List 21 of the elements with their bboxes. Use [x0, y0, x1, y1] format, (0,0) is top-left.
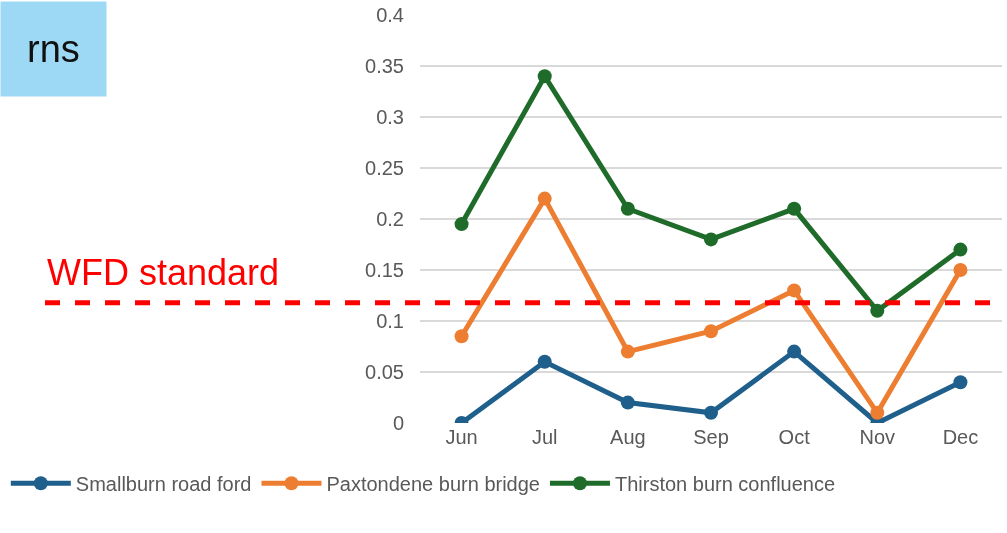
x-tick-label: Dec [942, 426, 979, 448]
ref-line-label: WFD standard [47, 252, 280, 293]
y-tick-label: 0.1 [376, 310, 404, 332]
x-tick-label: Jun [445, 426, 478, 448]
y-tick-label: 0.15 [365, 259, 404, 281]
y-tick-label: 0.25 [365, 157, 404, 179]
y-tick-label: 0.4 [376, 4, 404, 26]
legend-label: Smallburn road ford [75, 473, 252, 496]
y-tick-label: 0.3 [376, 106, 404, 128]
y-tick-label: 0.35 [365, 55, 404, 77]
x-tick-label: Oct [778, 426, 811, 448]
legend-label: Thirston burn confluence [614, 473, 836, 496]
x-tick-label: Jul [531, 426, 558, 448]
x-tick-label: Aug [610, 426, 646, 448]
legend-label: Paxtondene burn bridge [326, 473, 540, 496]
y-tick-label: 0 [392, 412, 404, 434]
y-tick-label: 0.05 [365, 361, 404, 383]
text: rns [27, 28, 80, 70]
y-tick-label: 0.2 [376, 208, 404, 230]
x-tick-label: Sep [693, 426, 729, 448]
x-tick-label: Nov [859, 426, 896, 448]
